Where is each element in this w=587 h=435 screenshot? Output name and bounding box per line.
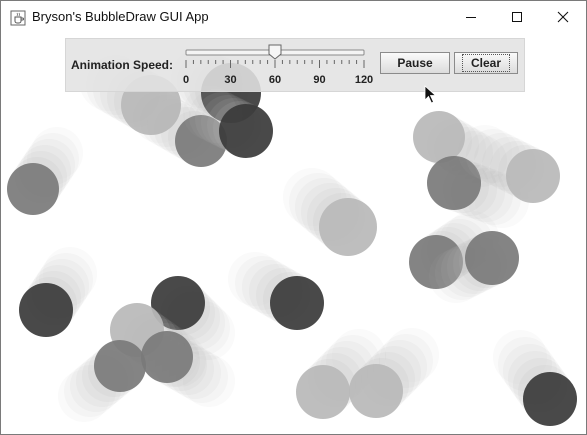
bubble bbox=[219, 104, 273, 158]
control-panel: Animation Speed: 0 30 60 90 120 Pause Cl… bbox=[65, 38, 525, 92]
bubble bbox=[270, 276, 324, 330]
bubble-trail bbox=[458, 125, 512, 179]
bubble bbox=[523, 372, 577, 426]
close-button[interactable] bbox=[540, 1, 586, 33]
animation-speed-label: Animation Speed: bbox=[71, 58, 174, 72]
bubble-trail bbox=[183, 355, 235, 407]
slider-ticks bbox=[185, 60, 365, 68]
bubble bbox=[175, 115, 227, 167]
slider-thumb[interactable] bbox=[268, 44, 282, 60]
tick-label-30: 30 bbox=[224, 74, 237, 86]
title-bar[interactable]: Bryson's BubbleDraw GUI App bbox=[1, 1, 586, 33]
animation-speed-slider[interactable]: 0 30 60 90 120 bbox=[182, 44, 374, 86]
bubble bbox=[151, 276, 205, 330]
tick-label-120: 120 bbox=[354, 74, 374, 86]
tick-label-0: 0 bbox=[182, 74, 190, 86]
bubble-trail bbox=[385, 328, 439, 382]
bubble bbox=[141, 331, 193, 383]
window-title: Bryson's BubbleDraw GUI App bbox=[32, 9, 209, 24]
minimize-icon bbox=[466, 17, 476, 18]
bubble bbox=[19, 283, 73, 337]
pause-button-label: Pause bbox=[397, 56, 433, 70]
slider-track bbox=[185, 44, 365, 68]
bubble-trail bbox=[58, 370, 110, 422]
bubble bbox=[319, 198, 377, 256]
bubble-trail bbox=[466, 129, 520, 183]
bubble-trail bbox=[493, 330, 547, 384]
maximize-icon bbox=[512, 12, 522, 22]
mouse-cursor-icon bbox=[424, 85, 437, 104]
bubble bbox=[413, 111, 465, 163]
bubble-layer bbox=[7, 45, 577, 426]
bubble bbox=[427, 156, 481, 210]
bubble-trail bbox=[133, 91, 185, 143]
bubble bbox=[506, 149, 560, 203]
clear-button-label: Clear bbox=[461, 54, 511, 72]
bubble-trail bbox=[228, 252, 282, 306]
bubble bbox=[349, 364, 403, 418]
close-icon bbox=[557, 11, 569, 23]
tick-label-60: 60 bbox=[268, 74, 282, 86]
bubble bbox=[94, 340, 146, 392]
drawing-canvas[interactable]: Animation Speed: 0 30 60 90 120 Pause Cl… bbox=[1, 33, 586, 434]
clear-button[interactable]: Clear bbox=[454, 52, 518, 74]
bubble bbox=[296, 365, 350, 419]
maximize-button[interactable] bbox=[494, 1, 540, 33]
pause-button[interactable]: Pause bbox=[380, 52, 450, 74]
bubble bbox=[7, 163, 59, 215]
minimize-button[interactable] bbox=[448, 1, 494, 33]
tick-label-90: 90 bbox=[313, 74, 326, 86]
bubble bbox=[409, 235, 463, 289]
bubble bbox=[465, 231, 519, 285]
java-cup-icon bbox=[10, 10, 26, 26]
